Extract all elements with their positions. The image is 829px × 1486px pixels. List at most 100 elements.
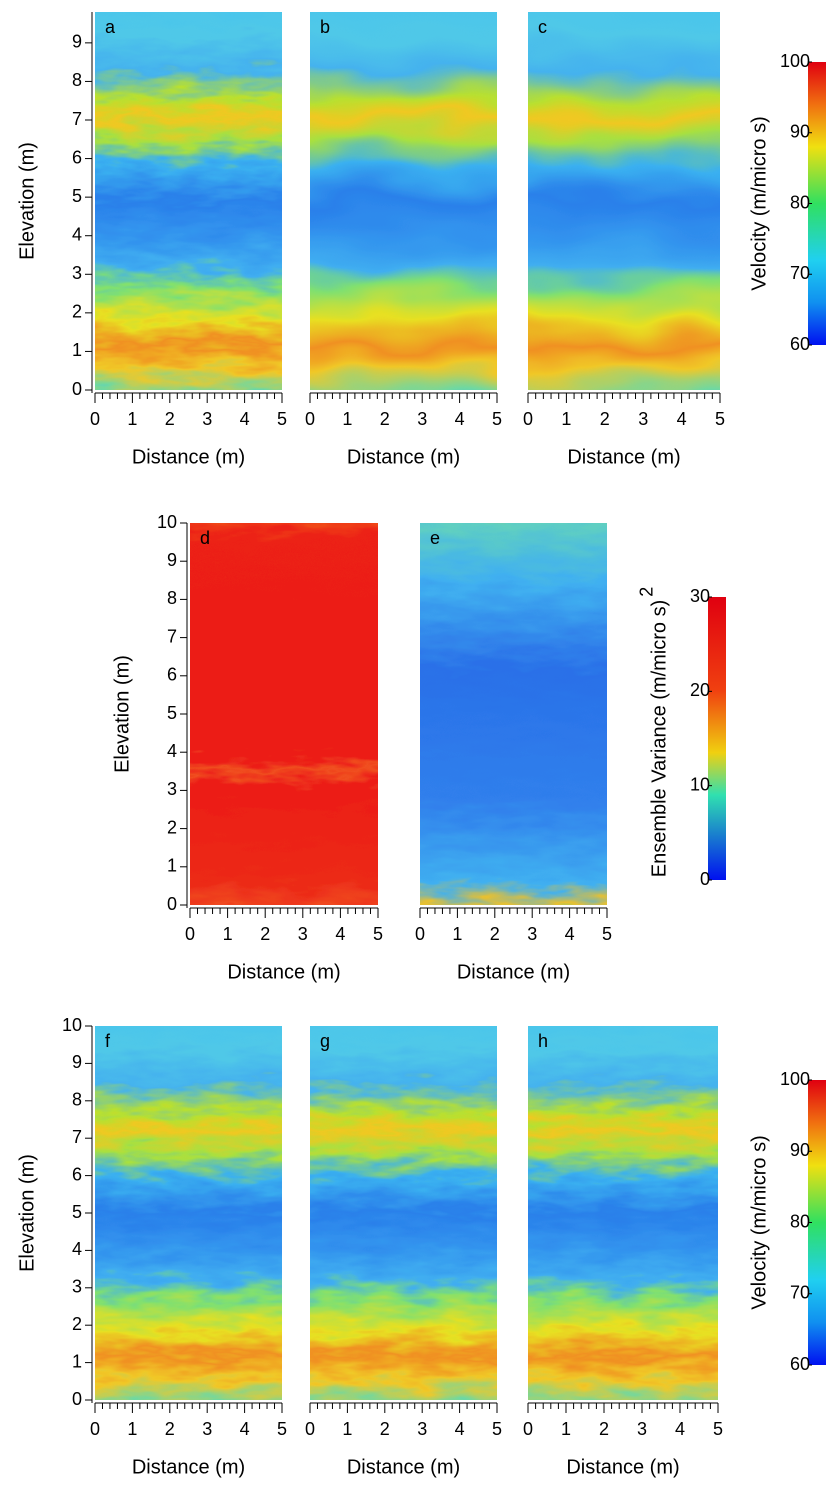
x-tick-label: 5 bbox=[602, 924, 612, 944]
colorbar-tick-label: 80 bbox=[790, 192, 810, 212]
x-tick-label: 5 bbox=[373, 924, 383, 944]
y-tick-label: 4 bbox=[167, 741, 177, 761]
x-axis-label: Distance (m) bbox=[347, 1456, 460, 1478]
colorbar-tick-label: 70 bbox=[790, 1283, 810, 1303]
colorbar-tick-label: 90 bbox=[790, 1140, 810, 1160]
x-tick-label: 4 bbox=[455, 409, 465, 429]
colorbar-label: Ensemble Variance (m/micro s) bbox=[648, 600, 670, 877]
heatmap bbox=[528, 12, 720, 390]
heatmap bbox=[528, 1026, 718, 1400]
colorbar-tick-label: 100 bbox=[780, 1069, 810, 1089]
y-tick-label: 3 bbox=[72, 263, 82, 283]
x-tick-label: 5 bbox=[277, 409, 287, 429]
y-tick-label: 3 bbox=[72, 1277, 82, 1297]
colorbar-tick-label: 60 bbox=[790, 1354, 810, 1374]
x-tick-label: 5 bbox=[277, 1419, 287, 1439]
y-tick-label: 0 bbox=[72, 379, 82, 399]
heatmap bbox=[190, 523, 378, 905]
x-tick-label: 3 bbox=[202, 409, 212, 429]
colorbar-label-superscript: 2 bbox=[637, 587, 657, 597]
colorbar bbox=[708, 597, 726, 880]
heatmap bbox=[420, 523, 607, 905]
x-axis-label: Distance (m) bbox=[132, 446, 245, 468]
y-tick-label: 2 bbox=[167, 817, 177, 837]
y-tick-label: 9 bbox=[167, 550, 177, 570]
panel-label: a bbox=[105, 17, 116, 37]
x-axis-label: Distance (m) bbox=[227, 961, 340, 983]
y-tick-label: 6 bbox=[167, 665, 177, 685]
y-axis-label: Elevation (m) bbox=[111, 655, 133, 773]
x-tick-label: 2 bbox=[165, 409, 175, 429]
y-tick-label: 8 bbox=[167, 588, 177, 608]
heatmap bbox=[95, 1026, 282, 1400]
y-tick-label: 0 bbox=[72, 1389, 82, 1409]
colorbar bbox=[808, 62, 826, 345]
x-tick-label: 2 bbox=[599, 1419, 609, 1439]
x-axis-label: Distance (m) bbox=[566, 1456, 679, 1478]
heatmap-field bbox=[420, 523, 607, 905]
x-tick-label: 2 bbox=[165, 1419, 175, 1439]
y-tick-label: 10 bbox=[62, 1015, 82, 1035]
x-tick-label: 0 bbox=[305, 1419, 315, 1439]
x-tick-label: 0 bbox=[523, 409, 533, 429]
x-tick-label: 0 bbox=[90, 1419, 100, 1439]
panel-label: f bbox=[105, 1031, 111, 1051]
x-tick-label: 4 bbox=[675, 1419, 685, 1439]
heatmap-field bbox=[95, 1026, 282, 1400]
x-tick-label: 3 bbox=[637, 1419, 647, 1439]
heatmap-field bbox=[310, 1026, 497, 1400]
y-axis-label: Elevation (m) bbox=[16, 1154, 38, 1272]
x-tick-label: 1 bbox=[342, 1419, 352, 1439]
x-tick-label: 3 bbox=[638, 409, 648, 429]
y-tick-label: 3 bbox=[167, 779, 177, 799]
heatmap-field bbox=[528, 12, 720, 390]
y-tick-label: 6 bbox=[72, 1164, 82, 1184]
y-tick-label: 7 bbox=[72, 109, 82, 129]
x-tick-label: 0 bbox=[415, 924, 425, 944]
y-tick-label: 2 bbox=[72, 1314, 82, 1334]
y-tick-label: 4 bbox=[72, 1239, 82, 1259]
heatmap bbox=[95, 12, 282, 390]
panel-label: c bbox=[538, 17, 547, 37]
x-tick-label: 3 bbox=[202, 1419, 212, 1439]
y-tick-label: 10 bbox=[157, 512, 177, 532]
heatmap-field bbox=[528, 1026, 718, 1400]
y-tick-label: 1 bbox=[72, 1351, 82, 1371]
y-tick-label: 8 bbox=[72, 1090, 82, 1110]
x-tick-label: 1 bbox=[561, 1419, 571, 1439]
colorbar-tick-label: 0 bbox=[700, 869, 710, 889]
y-axis-label: Elevation (m) bbox=[16, 142, 38, 260]
y-tick-label: 7 bbox=[72, 1127, 82, 1147]
colorbar bbox=[808, 1080, 826, 1365]
y-tick-label: 5 bbox=[72, 1202, 82, 1222]
heatmap-field bbox=[310, 12, 497, 390]
x-tick-label: 5 bbox=[492, 409, 502, 429]
x-tick-label: 2 bbox=[490, 924, 500, 944]
x-tick-label: 2 bbox=[600, 409, 610, 429]
x-tick-label: 1 bbox=[127, 409, 137, 429]
x-tick-label: 5 bbox=[715, 409, 725, 429]
colorbar-tick-label: 10 bbox=[690, 774, 710, 794]
colorbar-tick-label: 80 bbox=[790, 1211, 810, 1231]
x-axis-label: Distance (m) bbox=[132, 1456, 245, 1478]
colorbar-tick-label: 60 bbox=[790, 334, 810, 354]
panel-label: h bbox=[538, 1031, 548, 1051]
heatmap bbox=[310, 12, 497, 390]
x-tick-label: 3 bbox=[417, 409, 427, 429]
x-tick-label: 4 bbox=[240, 1419, 250, 1439]
y-tick-label: 1 bbox=[167, 856, 177, 876]
colorbar-tick-label: 90 bbox=[790, 122, 810, 142]
colorbar-label: Velocity (m/micro s) bbox=[748, 1135, 770, 1309]
x-tick-label: 2 bbox=[260, 924, 270, 944]
colorbar-tick-label: 70 bbox=[790, 263, 810, 283]
panel-label: d bbox=[200, 528, 210, 548]
x-tick-label: 3 bbox=[298, 924, 308, 944]
colorbar-tick-label: 20 bbox=[690, 680, 710, 700]
x-tick-label: 4 bbox=[335, 924, 345, 944]
x-tick-label: 1 bbox=[223, 924, 233, 944]
colorbar-tick-label: 100 bbox=[780, 51, 810, 71]
y-tick-label: 1 bbox=[72, 340, 82, 360]
x-axis-label: Distance (m) bbox=[567, 446, 680, 468]
x-tick-label: 4 bbox=[565, 924, 575, 944]
x-tick-label: 2 bbox=[380, 1419, 390, 1439]
